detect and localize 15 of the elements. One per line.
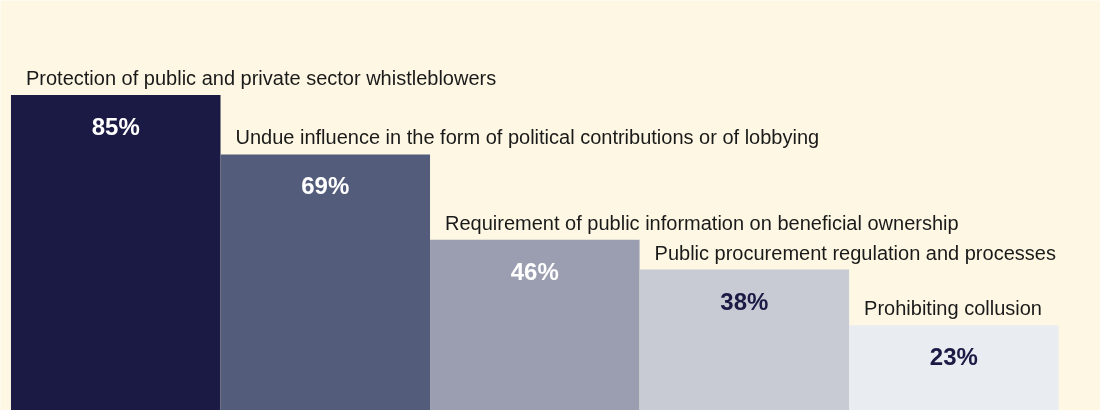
bar [639,269,850,410]
data-label: 23% [929,343,978,371]
bar [10,95,221,410]
bar [849,325,1059,410]
bar [220,154,431,410]
data-label: 69% [301,172,350,200]
annotation: Requirement of public information on beneficial ownership [445,211,959,234]
annotation: Undue influence in the form of political contributions or of lobbying [235,126,820,149]
text: Protection of public and private sector whistleblowers [25,67,497,90]
data-label: 85% [91,113,140,141]
data-label: 46% [510,257,559,285]
annotation: Prohibiting collusion [864,297,1042,320]
bar [430,239,640,410]
data-label: 38% [720,287,769,315]
annotation: Public procurement regulation and processes [654,241,1056,264]
